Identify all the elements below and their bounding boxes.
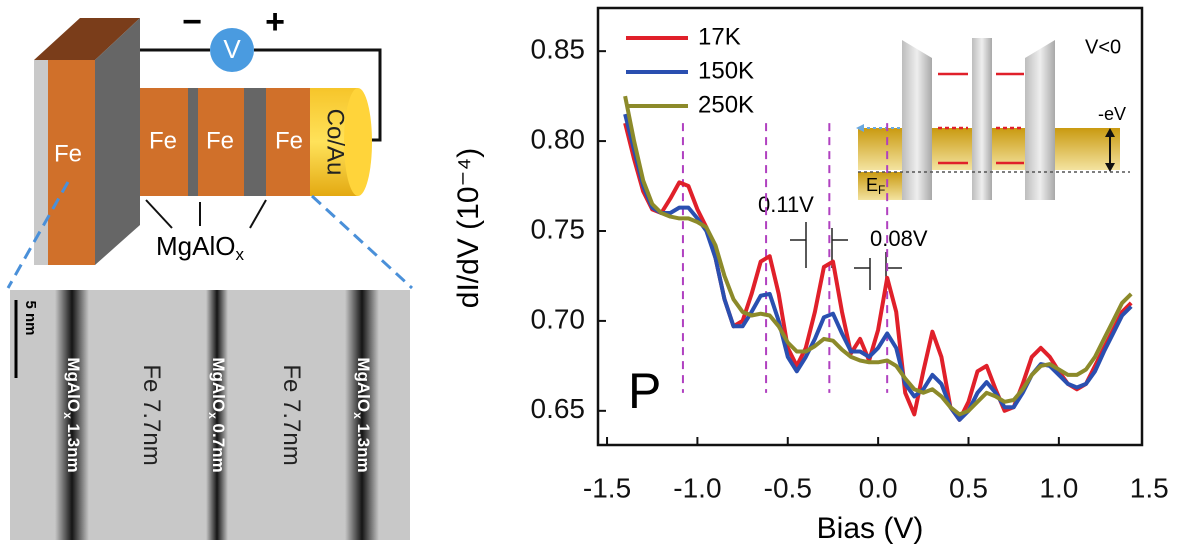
scale-bar-label: 5 nm <box>22 300 39 335</box>
tem-layer-label: Fe 7.7nm <box>138 364 165 465</box>
barrier-label: MgAlOx <box>156 231 244 265</box>
levels <box>938 72 1024 165</box>
plate-edge <box>34 60 48 265</box>
tem-layer-label: MgAlOx 1.3nm <box>61 357 83 472</box>
tem-layer-label: MgAlOx 1.3nm <box>351 357 373 472</box>
fe-plate-label: Fe <box>54 140 82 167</box>
legend-label: 250K <box>698 91 754 118</box>
tem-label-sub: x <box>351 412 365 419</box>
y-axis-label: dI/dV (10⁻⁴) <box>452 148 485 308</box>
barrier <box>1025 40 1055 200</box>
x-tick-label: 0.0 <box>859 472 898 503</box>
zoom-line <box>6 181 70 289</box>
x-tick-label: 0.5 <box>949 472 988 503</box>
tem-barrier <box>206 290 228 540</box>
plate-front <box>48 60 95 265</box>
tem-label-main: MgAlO <box>64 357 83 412</box>
tem-label-sub: x <box>61 412 75 419</box>
annotation: 0.08V <box>870 226 928 251</box>
inset-fermi: EF <box>866 175 885 197</box>
tem-image: 5 nm MgAlOx 1.3nm Fe 7.7nm MgAlOx 0.7nm Fe … <box>10 290 410 540</box>
fe-layer <box>198 88 244 196</box>
plate-top <box>34 18 140 60</box>
bias-arrowhead <box>1105 128 1115 137</box>
plus-sign: + <box>265 3 285 41</box>
fe-label: Fe <box>206 127 234 154</box>
tunnel-arrowhead <box>856 124 864 132</box>
fe-label: Fe <box>149 127 177 154</box>
barrier-label-main: MgAlO <box>156 231 235 261</box>
tem-label-rest: 1.3nm <box>64 419 83 473</box>
tem-label-main: MgAlO <box>354 357 373 412</box>
chart: V<0 -eV EF 0.11V 0.08V P Bias (V) dI/dV … <box>452 6 1169 545</box>
plot-frame <box>596 6 1144 447</box>
inset-bias: -eV <box>1098 104 1126 124</box>
x-tick-label: -1.0 <box>673 472 721 503</box>
tem-label-main: Fe 7.7nm <box>138 364 165 465</box>
x-tick-label: -0.5 <box>764 472 812 503</box>
panel-label: P <box>628 363 661 419</box>
x-tick-label: 1.5 <box>1130 472 1169 503</box>
x-tick-label: 1.0 <box>1039 472 1078 503</box>
series-line <box>623 95 1133 417</box>
cap-end <box>344 88 372 196</box>
fermi-main: E <box>866 175 878 195</box>
y-tick-label: 0.80 <box>531 123 586 154</box>
y-tick-label: 0.85 <box>531 34 586 65</box>
cap-label: Co/Au <box>322 109 349 176</box>
annotation: 0.11V <box>758 192 814 217</box>
legend-label: 150K <box>698 57 754 84</box>
bias-arrowhead <box>1105 163 1115 172</box>
barrier <box>902 40 932 200</box>
tem-barrier <box>345 290 379 540</box>
tem-barrier <box>55 290 89 540</box>
fermi-sub: F <box>878 183 885 197</box>
legend-label: 17K <box>698 23 741 50</box>
voltmeter <box>210 28 254 72</box>
inset-condition: V<0 <box>1085 36 1121 58</box>
y-tick-label: 0.65 <box>531 393 586 424</box>
voltmeter-label: V <box>223 34 241 64</box>
x-axis-label: Bias (V) <box>817 512 924 545</box>
fe-layer <box>266 88 310 196</box>
zoom-line <box>310 194 414 290</box>
tem-label-main: MgAlO <box>209 357 228 412</box>
minus-sign: − <box>182 3 202 41</box>
tem-label-main: Fe 7.7nm <box>278 364 305 465</box>
tem-label-rest: 0.7nm <box>209 419 228 473</box>
fe-label: Fe <box>275 127 303 154</box>
fe-layer <box>140 88 188 196</box>
barrier-arrows <box>145 199 267 229</box>
schematic: V − + Fe Fe Fe Fe Co/Au MgAlOx <box>6 3 414 290</box>
barrier <box>972 38 992 200</box>
tem-label-sub: x <box>206 412 220 419</box>
x-tick-label: -1.5 <box>583 472 631 503</box>
y-tick-label: 0.70 <box>531 303 586 334</box>
barrier-label-sub: x <box>235 245 244 264</box>
y-tick-label: 0.75 <box>531 213 586 244</box>
tem-label-rest: 1.3nm <box>354 419 373 473</box>
tem-layer-label: MgAlOx 0.7nm <box>206 357 228 472</box>
tem-layer-label: Fe 7.7nm <box>278 364 305 465</box>
plate-side <box>95 18 140 265</box>
inset-diagram: V<0 -eV EF <box>856 36 1130 200</box>
